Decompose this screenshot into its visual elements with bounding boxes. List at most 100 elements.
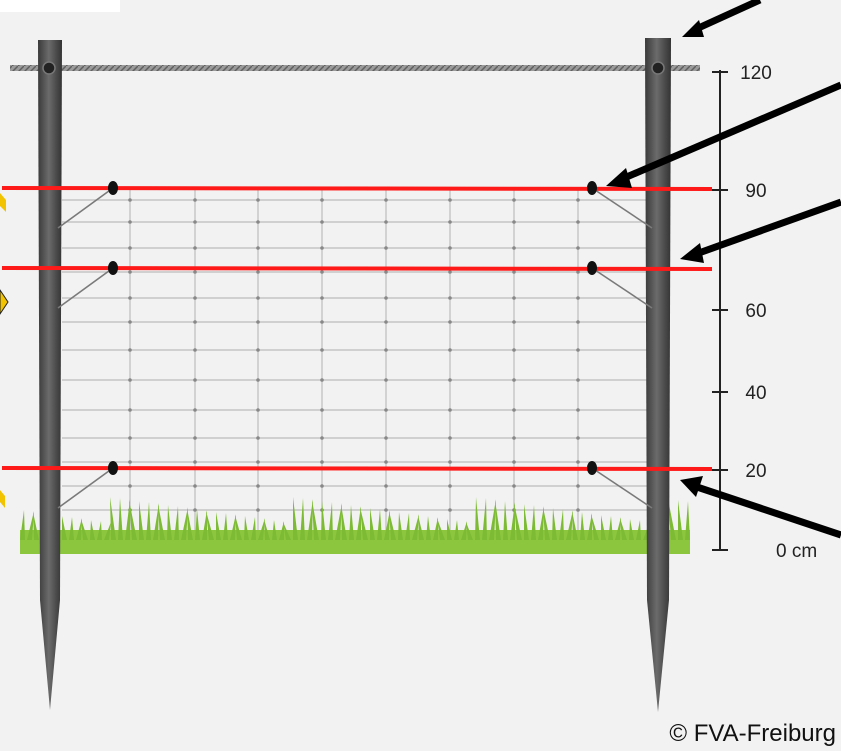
- grass-blade: [235, 515, 242, 540]
- mesh-knot: [448, 508, 452, 512]
- left-post: [38, 40, 62, 710]
- grass-blade: [678, 500, 683, 540]
- grass-blade: [167, 505, 172, 540]
- grass-blade: [223, 513, 228, 540]
- grass-blade: [426, 516, 431, 540]
- mesh-knot: [256, 484, 260, 488]
- grass-blade: [110, 497, 116, 540]
- mesh-knot: [448, 220, 452, 224]
- grass-blade: [328, 502, 333, 540]
- grass-blade: [69, 517, 74, 540]
- grass-blade: [412, 514, 419, 540]
- grass-blade: [495, 500, 501, 540]
- grass-blade: [608, 516, 613, 540]
- grass-blade: [125, 499, 130, 540]
- grass-blade: [629, 519, 634, 540]
- scale-label-120: 120: [740, 63, 772, 84]
- mesh-knot: [320, 484, 324, 488]
- grass-blade: [566, 510, 573, 540]
- grass-blade: [580, 512, 585, 540]
- mesh-knot: [576, 198, 580, 202]
- wire-insulators: [108, 181, 597, 475]
- mesh-knot: [448, 348, 452, 352]
- mesh-knot: [512, 436, 516, 440]
- grass-blade: [398, 512, 403, 540]
- copyright-credit: © FVA-Freiburg: [669, 720, 836, 747]
- grass-blade: [33, 512, 39, 540]
- mesh-knot: [512, 348, 516, 352]
- arrow-to-bottom-wire: [695, 483, 841, 539]
- mesh-knot: [512, 378, 516, 382]
- mesh-knot: [320, 408, 324, 412]
- mesh-knot: [128, 436, 132, 440]
- mesh-knot: [448, 460, 452, 464]
- right-standoff-brace: [591, 187, 653, 229]
- mesh-knot: [576, 460, 580, 464]
- grass-blade: [158, 504, 165, 540]
- pointer-arrows: [606, 0, 841, 539]
- grass-blade: [244, 516, 249, 540]
- warning-sign-fragment-3: [0, 490, 5, 508]
- right-standoff-brace: [591, 467, 653, 509]
- mesh-knot: [448, 198, 452, 202]
- mesh-knot: [384, 508, 388, 512]
- electric-wires: [1, 186, 713, 471]
- mesh-knot: [256, 348, 260, 352]
- grass-blade: [258, 518, 265, 540]
- mesh-knot: [384, 378, 388, 382]
- right-post-top-insulator: [651, 61, 665, 75]
- left-insulator: [108, 181, 118, 195]
- right-insulator: [587, 181, 597, 195]
- grass-blade: [312, 500, 319, 540]
- top-left-patch: [0, 0, 120, 12]
- mesh-knot: [320, 246, 324, 250]
- grass-blade: [601, 515, 606, 540]
- grass-blade: [27, 511, 34, 540]
- mesh-knot: [576, 484, 580, 488]
- grass-blade: [466, 522, 473, 540]
- grass-blade: [405, 513, 410, 540]
- mesh-knot: [512, 408, 516, 412]
- mesh-knot: [256, 320, 260, 324]
- mesh-knot: [384, 484, 388, 488]
- mesh-knot: [320, 436, 324, 440]
- height-scale: 120 90 60 40 20 0 cm: [712, 63, 817, 562]
- arrow-to-post-top-head: [682, 20, 704, 37]
- mesh-knot: [193, 460, 197, 464]
- mesh-knot: [320, 348, 324, 352]
- grass-blade: [321, 501, 326, 540]
- mesh-knot: [512, 296, 516, 300]
- mesh-knot: [384, 320, 388, 324]
- mesh-knot: [256, 408, 260, 412]
- mesh-knot: [128, 320, 132, 324]
- mesh-knot: [128, 296, 132, 300]
- grass-blade: [360, 507, 368, 540]
- grass-blade: [76, 518, 82, 540]
- mesh-knot: [384, 408, 388, 412]
- grass-blade: [146, 502, 151, 540]
- mesh-knot: [576, 320, 580, 324]
- mesh-knot: [512, 270, 516, 274]
- mesh-knot: [384, 436, 388, 440]
- mesh-knot: [193, 378, 197, 382]
- mesh-knot: [384, 198, 388, 202]
- grass-blade: [251, 517, 256, 540]
- grass-blade: [510, 502, 515, 540]
- mesh-knot: [320, 460, 324, 464]
- grass-blade: [341, 504, 347, 540]
- grass-blade: [293, 497, 298, 540]
- grass-blade: [668, 499, 676, 540]
- grass-blade: [90, 520, 95, 540]
- left-standoff-brace: [57, 187, 114, 229]
- grass: [20, 497, 690, 554]
- scale-label-20: 20: [745, 461, 766, 482]
- mesh-knot: [193, 198, 197, 202]
- grass-blade: [335, 503, 342, 540]
- mesh-knot: [448, 408, 452, 412]
- right-post: [645, 38, 671, 712]
- mesh-knot: [256, 270, 260, 274]
- mesh-knot: [256, 378, 260, 382]
- grass-blade: [572, 511, 578, 540]
- grass-blade: [524, 504, 529, 540]
